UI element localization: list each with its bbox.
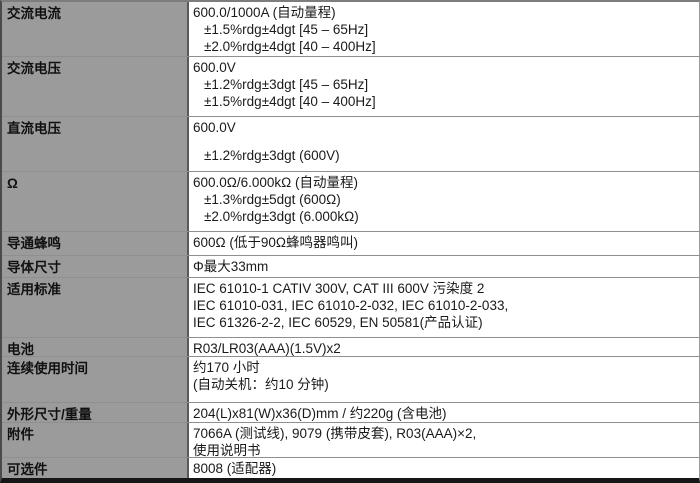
row-value-line: Φ最大33mm xyxy=(193,259,269,274)
table-row: 直流电压 600.0V ±1.2%rdg±3dgt (600V) xyxy=(2,117,699,172)
table-row: 可选件 8008 (适配器) xyxy=(2,458,699,478)
table-row: Ω 600.0Ω/6.000kΩ (自动量程) ±1.3%rdg±5dgt (600… xyxy=(2,172,699,232)
row-label: 可选件 xyxy=(2,458,189,478)
row-value: 600Ω (低于90Ω蜂鸣器鸣叫) xyxy=(189,232,699,255)
row-value-line: ±1.2%rdg±3dgt (600V) xyxy=(204,148,340,163)
table-row: 导体尺寸 Φ最大33mm xyxy=(2,256,699,278)
table-row: 电池 R03/LR03(AAA)(1.5V)x2 xyxy=(2,338,699,357)
row-value-line: IEC 61010-1 CATIV 300V, CAT III 600V 污染度… xyxy=(193,281,485,296)
row-label: 连续使用时间 xyxy=(2,357,189,402)
row-value-line: 600.0/1000A (自动量程) xyxy=(193,5,336,20)
row-value-line: IEC 61010-031, IEC 61010-2-032, IEC 6101… xyxy=(193,298,509,313)
row-label: 附件 xyxy=(2,423,189,457)
row-value-line: 600.0V xyxy=(193,60,236,75)
row-value: R03/LR03(AAA)(1.5V)x2 xyxy=(189,338,699,356)
row-label: 交流电压 xyxy=(2,57,189,116)
row-value: Φ最大33mm xyxy=(189,256,699,277)
table-row: 附件 7066A (测试线), 9079 (携带皮套), R03(AAA)×2, 使… xyxy=(2,423,699,458)
row-label: 直流电压 xyxy=(2,117,189,171)
table-row: 导通蜂鸣 600Ω (低于90Ω蜂鸣器鸣叫) xyxy=(2,232,699,256)
row-value: 600.0Ω/6.000kΩ (自动量程) ±1.3%rdg±5dgt (600Ω… xyxy=(189,172,699,231)
row-value-line: ±1.2%rdg±3dgt [45 – 65Hz] xyxy=(204,77,369,92)
row-label: 外形尺寸/重量 xyxy=(2,403,189,422)
row-label: 电池 xyxy=(2,338,189,356)
row-value-line: ±1.3%rdg±5dgt (600Ω) xyxy=(204,192,341,207)
row-value-line: 600.0V xyxy=(193,120,236,135)
row-value: 8008 (适配器) xyxy=(189,458,699,478)
row-value: 约170 小时 (自动关机：约10 分钟) xyxy=(189,357,699,402)
row-value-line: ±2.0%rdg±3dgt (6.000kΩ) xyxy=(204,209,359,224)
row-value-line: 600.0Ω/6.000kΩ (自动量程) xyxy=(193,175,358,190)
row-value-line: ±1.5%rdg±4dgt [40 – 400Hz] xyxy=(204,94,376,109)
table-row: 外形尺寸/重量 204(L)x81(W)x36(D)mm / 约220g (含电池… xyxy=(2,403,699,423)
table-row: 适用标准 IEC 61010-1 CATIV 300V, CAT III 600V… xyxy=(2,278,699,338)
row-label: Ω xyxy=(2,172,189,231)
row-label: 交流电流 xyxy=(2,2,189,56)
row-value-line: ±2.0%rdg±4dgt [40 – 400Hz] xyxy=(204,39,376,54)
row-value-line: (自动关机：约10 分钟) xyxy=(193,377,329,392)
row-value-line: 约170 小时 xyxy=(193,360,260,375)
row-value-line: ±1.5%rdg±4dgt [45 – 65Hz] xyxy=(204,22,369,37)
row-value: 7066A (测试线), 9079 (携带皮套), R03(AAA)×2, 使用说… xyxy=(189,423,699,457)
row-value: IEC 61010-1 CATIV 300V, CAT III 600V 污染度… xyxy=(189,278,699,337)
table-row: 交流电流 600.0/1000A (自动量程) ±1.5%rdg±4dgt [45 … xyxy=(2,2,699,57)
table-row: 连续使用时间 约170 小时 (自动关机：约10 分钟) xyxy=(2,357,699,403)
row-value: 600.0V ±1.2%rdg±3dgt [45 – 65Hz] ±1.5%rdg±… xyxy=(189,57,699,116)
row-label: 导通蜂鸣 xyxy=(2,232,189,255)
row-value: 600.0/1000A (自动量程) ±1.5%rdg±4dgt [45 – 65… xyxy=(189,2,699,56)
row-value-line: 600Ω (低于90Ω蜂鸣器鸣叫) xyxy=(193,235,358,250)
row-value-line: IEC 61326-2-2, IEC 60529, EN 50581(产品认证) xyxy=(193,315,483,330)
row-value-line: R03/LR03(AAA)(1.5V)x2 xyxy=(193,341,341,356)
row-label: 适用标准 xyxy=(2,278,189,337)
row-value-line: 使用说明书 xyxy=(193,443,261,457)
row-label: 导体尺寸 xyxy=(2,256,189,277)
row-value-line: 8008 (适配器) xyxy=(193,461,277,476)
row-value: 600.0V ±1.2%rdg±3dgt (600V) xyxy=(189,117,699,171)
row-value: 204(L)x81(W)x36(D)mm / 约220g (含电池) xyxy=(189,403,699,422)
table-row: 交流电压 600.0V ±1.2%rdg±3dgt [45 – 65Hz] ±1.5%… xyxy=(2,57,699,117)
row-value-line: 204(L)x81(W)x36(D)mm / 约220g (含电池) xyxy=(193,406,447,421)
row-value-line: 7066A (测试线), 9079 (携带皮套), R03(AAA)×2, xyxy=(193,426,477,441)
